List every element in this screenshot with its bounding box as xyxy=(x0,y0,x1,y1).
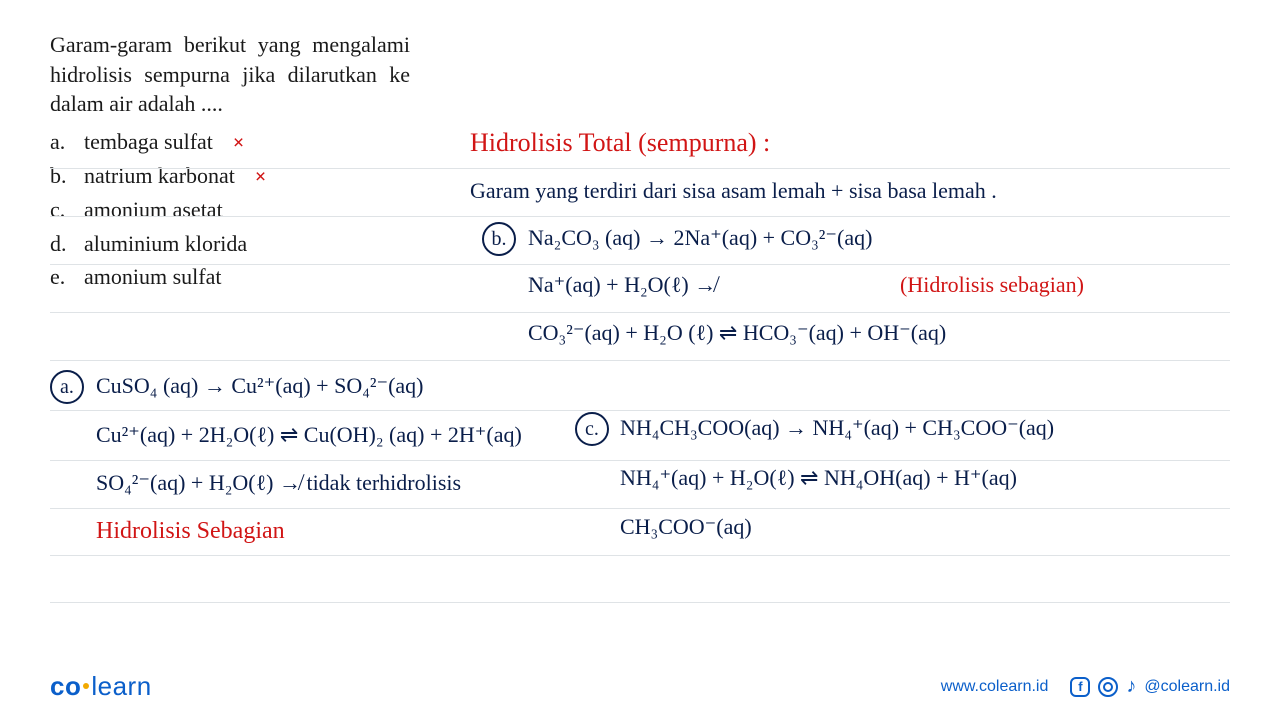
footer-right: www.colearn.id f ♪ @colearn.id xyxy=(941,675,1230,698)
logo-left: co xyxy=(50,671,81,701)
logo-right: learn xyxy=(91,671,151,701)
hw-b-label: b. xyxy=(482,222,516,256)
hw-c-line2: NH₄⁺(aq) + H₂O(ℓ) ⇌ NH₄OH(aq) + H⁺(aq) xyxy=(620,465,1017,491)
footer-url: www.colearn.id xyxy=(941,678,1049,696)
hw-title: Hidrolisis Total (sempurna) : xyxy=(470,128,770,158)
hw-b-note: (Hidrolisis sebagian) xyxy=(900,272,1084,298)
instagram-icon xyxy=(1098,677,1118,697)
facebook-icon: f xyxy=(1070,677,1090,697)
logo-dot-icon xyxy=(83,683,89,689)
hw-b-line2: Na⁺(aq) + H₂O(ℓ) ↛ xyxy=(528,272,716,298)
hw-a-line2: Cu²⁺(aq) + 2H₂O(ℓ) ⇌ Cu(OH)₂ (aq) + 2H⁺(… xyxy=(96,422,522,448)
hw-a-line1: CuSO₄ (aq) → Cu²⁺(aq) + SO₄²⁻(aq) xyxy=(96,373,424,399)
question-stem: Garam-garam berikut yang mengalami hidro… xyxy=(50,30,410,119)
tiktok-icon: ♪ xyxy=(1126,675,1136,698)
footer: colearn www.colearn.id f ♪ @colearn.id xyxy=(50,671,1230,702)
hw-a-line3: SO₄²⁻(aq) + H₂O(ℓ) ↛ tidak terhidrolisis xyxy=(96,470,461,496)
hw-c-line3: CH₃COO⁻(aq) xyxy=(620,514,752,540)
brand-logo: colearn xyxy=(50,671,152,702)
social-icons: f ♪ @colearn.id xyxy=(1070,675,1230,698)
footer-handle: @colearn.id xyxy=(1144,678,1230,696)
hw-b-line1: Na₂CO₃ (aq) → 2Na⁺(aq) + CO₃²⁻(aq) xyxy=(528,225,872,251)
hw-a-note: Hidrolisis Sebagian xyxy=(96,518,285,545)
hw-c-label: c. xyxy=(575,412,609,446)
hw-definition: Garam yang terdiri dari sisa asam lemah … xyxy=(470,178,997,204)
hw-b-line3: CO₃²⁻(aq) + H₂O (ℓ) ⇌ HCO₃⁻(aq) + OH⁻(aq… xyxy=(528,320,946,346)
hw-a-label: a. xyxy=(50,370,84,404)
hw-c-line1: NH₄CH₃COO(aq) → NH₄⁺(aq) + CH₃COO⁻(aq) xyxy=(620,415,1054,441)
